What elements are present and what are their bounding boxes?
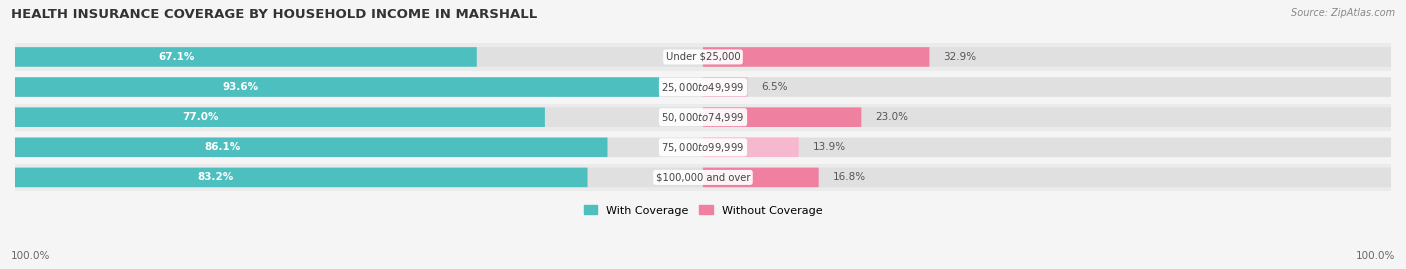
Text: 32.9%: 32.9% [943,52,976,62]
FancyBboxPatch shape [15,107,1391,127]
Text: 100.0%: 100.0% [11,251,51,261]
FancyBboxPatch shape [15,77,659,97]
Text: 93.6%: 93.6% [222,82,259,92]
Text: 13.9%: 13.9% [813,142,845,152]
FancyBboxPatch shape [15,168,1391,187]
Text: $50,000 to $74,999: $50,000 to $74,999 [661,111,745,124]
FancyBboxPatch shape [15,107,546,127]
Text: 23.0%: 23.0% [875,112,908,122]
Text: Under $25,000: Under $25,000 [665,52,741,62]
Text: $75,000 to $99,999: $75,000 to $99,999 [661,141,745,154]
FancyBboxPatch shape [15,77,1391,97]
FancyBboxPatch shape [703,47,929,67]
Bar [15,134,1391,161]
Text: 6.5%: 6.5% [762,82,787,92]
Text: 100.0%: 100.0% [1355,251,1395,261]
Bar [15,43,1391,70]
FancyBboxPatch shape [703,137,799,157]
Bar [15,104,1391,131]
FancyBboxPatch shape [703,168,818,187]
FancyBboxPatch shape [15,137,607,157]
Legend: With Coverage, Without Coverage: With Coverage, Without Coverage [579,201,827,220]
Bar [15,164,1391,191]
FancyBboxPatch shape [15,47,1391,67]
Text: $25,000 to $49,999: $25,000 to $49,999 [661,81,745,94]
FancyBboxPatch shape [703,77,748,97]
Bar [15,73,1391,101]
Text: $100,000 and over: $100,000 and over [655,172,751,182]
FancyBboxPatch shape [703,107,862,127]
FancyBboxPatch shape [15,47,477,67]
FancyBboxPatch shape [15,168,588,187]
Text: 67.1%: 67.1% [159,52,195,62]
Text: 16.8%: 16.8% [832,172,866,182]
FancyBboxPatch shape [15,137,1391,157]
Text: 83.2%: 83.2% [197,172,233,182]
Text: HEALTH INSURANCE COVERAGE BY HOUSEHOLD INCOME IN MARSHALL: HEALTH INSURANCE COVERAGE BY HOUSEHOLD I… [11,8,537,21]
Text: 86.1%: 86.1% [204,142,240,152]
Text: 77.0%: 77.0% [183,112,219,122]
Text: Source: ZipAtlas.com: Source: ZipAtlas.com [1291,8,1395,18]
